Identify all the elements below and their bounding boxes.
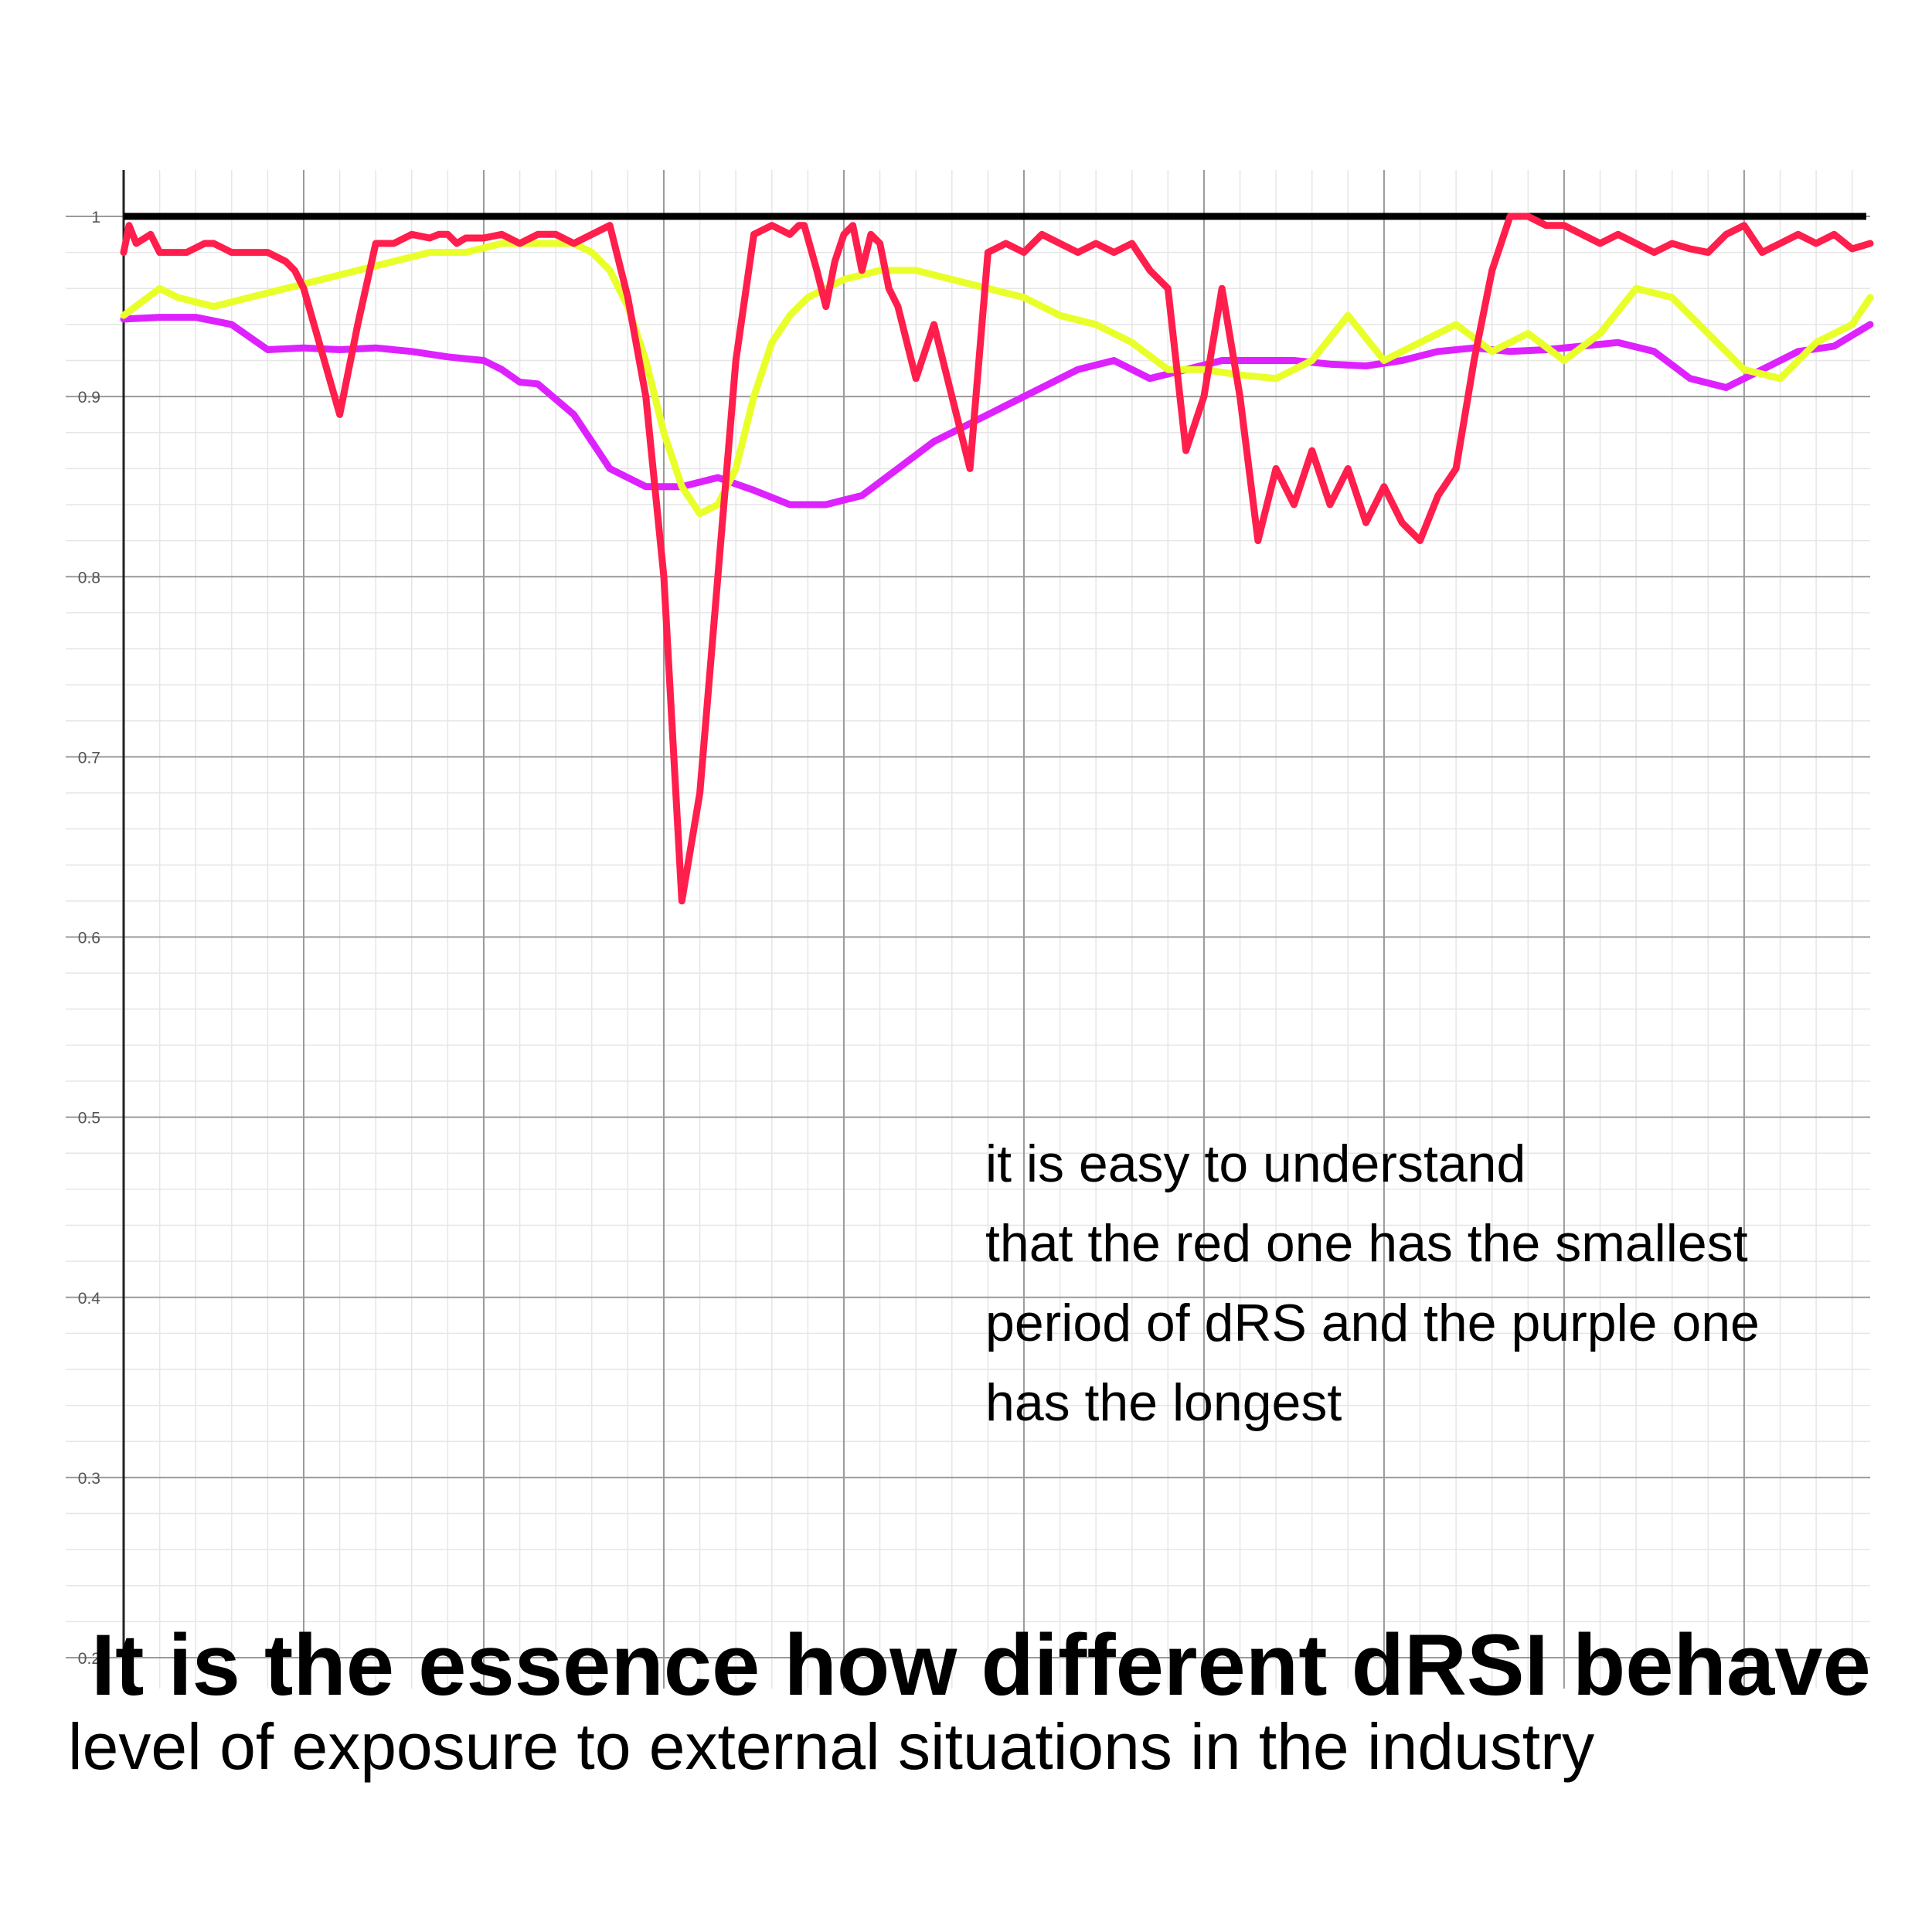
y-tick-label: 1 bbox=[91, 209, 100, 226]
y-tick-label: 0.4 bbox=[78, 1290, 101, 1308]
annotation-line-1: it is easy to understand bbox=[985, 1134, 1526, 1193]
chart-title: It is the essence how different dRSI beh… bbox=[91, 1617, 1871, 1713]
annotation-text: it is easy to understand that the red on… bbox=[985, 1124, 1920, 1443]
series-line-1 bbox=[120, 213, 1874, 905]
series-line-2 bbox=[120, 240, 1874, 518]
annotation-line-2: that the red one has the smallest bbox=[985, 1214, 1748, 1273]
y-tick-label: 0.2 bbox=[78, 1650, 100, 1668]
y-tick-label: 0.6 bbox=[78, 930, 100, 947]
chart-subtitle: level of exposure to external situations… bbox=[68, 1710, 1595, 1783]
y-tick-label: 0.8 bbox=[78, 569, 100, 587]
series-lines bbox=[120, 213, 1874, 905]
y-tick-labels: 0.2 0.3 0.4 0.5 0.6 0.7 0.8 0.9 1 bbox=[78, 209, 101, 1668]
y-tick-label: 0.3 bbox=[78, 1470, 100, 1488]
annotation-line-3: period of dRS and the purple one bbox=[985, 1294, 1760, 1352]
y-tick-label: 0.5 bbox=[78, 1110, 100, 1128]
y-tick-label: 0.9 bbox=[78, 389, 100, 406]
series-line-3 bbox=[120, 314, 1874, 509]
annotation-line-4: has the longest bbox=[985, 1373, 1342, 1432]
y-tick-label: 0.7 bbox=[78, 749, 100, 767]
